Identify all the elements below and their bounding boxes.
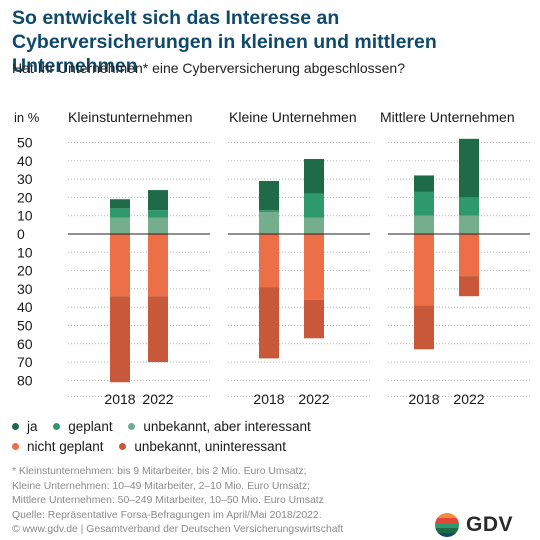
legend-label-geplant: geplant: [68, 418, 113, 434]
legend-item-unbekannt-interessant: unbekannt, aber interessant: [128, 418, 311, 434]
y-tick-label: 10: [17, 208, 33, 224]
bar-segment-ja: [459, 138, 479, 198]
y-tick-label: 30: [17, 171, 33, 187]
y-tick-label: 20: [17, 189, 33, 205]
y-tick-label: 40: [17, 153, 33, 169]
footnote-line: * Kleinstunternehmen: bis 9 Mitarbeiter,…: [12, 466, 307, 477]
legend-label-nicht-geplant: nicht geplant: [27, 438, 104, 454]
y-tick-label: 10: [17, 244, 33, 260]
legend-label-unbekannt-uninteressant: unbekannt, uninteressant: [134, 438, 286, 454]
chart-title: So entwickelt sich das Interesse an Cybe…: [12, 7, 437, 77]
y-axis-unit-label: in %: [14, 110, 40, 125]
bar-segment-nicht-geplant: [414, 234, 434, 306]
bar-segment-ja: [259, 180, 279, 211]
bar-segment-geplant: [148, 210, 168, 218]
legend-swatch-unbekannt-uninteressant: [119, 442, 127, 450]
bar-segment-nicht-geplant: [110, 234, 130, 297]
bar-segment-unbekannt-interessant: [110, 217, 130, 234]
y-tick-label: 0: [17, 226, 25, 242]
bar-segment-unbekannt-interessant: [459, 215, 479, 234]
panel-title: Kleinstunternehmen: [68, 109, 193, 125]
bar-segment-unbekannt-uninteressant: [304, 299, 324, 339]
panel-title: Kleine Unternehmen: [229, 109, 357, 125]
bar-segment-nicht-geplant: [259, 234, 279, 288]
legend-label-unbekannt-interessant: unbekannt, aber interessant: [143, 418, 311, 434]
source-line: Quelle: Repräsentative Forsa-Befragungen…: [12, 509, 322, 521]
bar-segment-unbekannt-uninteressant: [148, 296, 168, 363]
bar-segment-nicht-geplant: [148, 234, 168, 297]
legend: ja geplant unbekannt, aber interessant n…: [12, 418, 532, 458]
bar-segment-geplant: [414, 191, 434, 216]
legend-item-unbekannt-uninteressant: unbekannt, uninteressant: [119, 439, 286, 454]
copyright-line: © www.gdv.de | Gesamtverband der Deutsch…: [12, 524, 344, 536]
bar-segment-ja: [110, 199, 130, 209]
legend-swatch-ja: [12, 422, 19, 430]
x-tick-label: 2022: [453, 391, 484, 407]
bar-segment-unbekannt-uninteressant: [110, 296, 130, 383]
bar-segment-unbekannt-interessant: [148, 217, 168, 234]
x-tick-label: 2018: [253, 391, 284, 407]
legend-swatch-geplant: [53, 422, 61, 430]
bar-segment-geplant: [110, 208, 130, 218]
bar-segment-nicht-geplant: [304, 234, 324, 300]
gdv-logo-text: GDV: [466, 513, 514, 536]
bar-segment-nicht-geplant: [459, 234, 479, 277]
panel-title: Mittlere Unternehmen: [380, 109, 515, 125]
legend-swatch-unbekannt-interessant: [128, 422, 136, 430]
legend-item-nicht-geplant: nicht geplant: [12, 439, 104, 454]
y-tick-label: 50: [17, 318, 33, 334]
bar-segment-ja: [304, 158, 324, 194]
x-tick-label: 2022: [142, 391, 173, 407]
chart-subtitle: Hat Ihr Unternehmen* eine Cyberversicher…: [12, 60, 405, 76]
bar-segment-unbekannt-uninteressant: [414, 305, 434, 350]
footnote-line: Kleine Unternehmen: 10–49 Mitarbeiter, 2…: [12, 480, 311, 492]
legend-item-ja: ja: [12, 419, 38, 434]
bar-segment-unbekannt-interessant: [304, 217, 324, 234]
footnotes: * Kleinstunternehmen: bis 9 Mitarbeiter,…: [12, 465, 432, 538]
y-tick-label: 40: [17, 299, 33, 315]
y-tick-label: 30: [17, 281, 33, 297]
legend-item-geplant: geplant: [53, 418, 113, 434]
bar-segment-ja: [414, 175, 434, 192]
bar-segment-ja: [148, 190, 168, 211]
y-tick-label: 70: [17, 354, 33, 370]
gdv-logo: GDV: [434, 511, 513, 539]
bar-segment-unbekannt-uninteressant: [259, 287, 279, 359]
legend-label-ja: ja: [27, 418, 38, 434]
x-tick-label: 2022: [298, 391, 329, 407]
x-tick-label: 2018: [104, 391, 135, 407]
y-tick-label: 80: [17, 372, 33, 388]
bar-segment-geplant: [304, 193, 324, 218]
footnote-line: Mittlere Unternehmen: 50–249 Mitarbeiter…: [12, 495, 324, 507]
bar-segment-unbekannt-interessant: [259, 212, 279, 234]
legend-row-2: nicht geplant unbekannt, uninteressant: [12, 438, 532, 458]
legend-row-1: ja geplant unbekannt, aber interessant: [12, 418, 532, 438]
y-tick-label: 20: [17, 263, 33, 279]
y-tick-label: 60: [17, 336, 33, 352]
bar-segment-geplant: [259, 210, 279, 213]
diverging-bar-chart: in % 50 40 30 20 10 0 10 20 30 40 50 60 70 80 Kleinstun…: [14, 109, 530, 407]
bar-segment-unbekannt-uninteressant: [459, 276, 479, 297]
y-tick-label: 50: [17, 135, 33, 151]
bar-segment-geplant: [459, 197, 479, 216]
bar-segment-unbekannt-interessant: [414, 215, 434, 234]
legend-swatch-nicht-geplant: [12, 442, 19, 450]
gdv-logo-icon: [435, 513, 459, 537]
x-tick-label: 2018: [408, 391, 439, 407]
